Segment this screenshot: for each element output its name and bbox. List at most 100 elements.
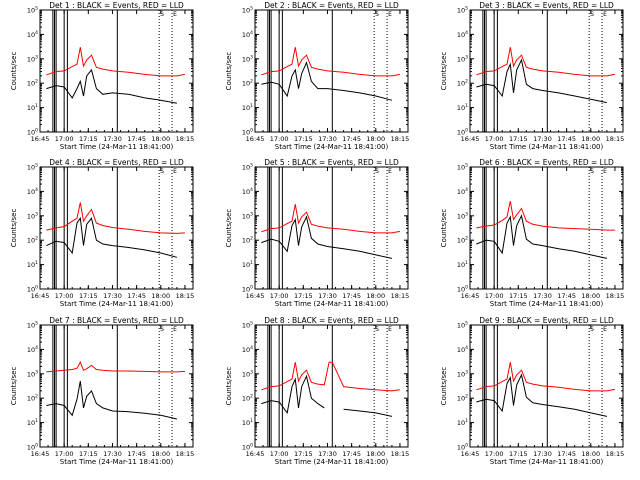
series-lld-line xyxy=(46,47,185,77)
start-label: S xyxy=(590,11,594,18)
panel-title: Det 2 : BLACK = Events, RED = LLD xyxy=(264,1,399,10)
x-tick-label: 18:00 xyxy=(581,292,600,300)
x-tick-label: 17:45 xyxy=(127,450,146,458)
x-tick-label: 17:15 xyxy=(294,450,313,458)
x-tick-label: 18:15 xyxy=(606,135,625,143)
y-tick-label: 100 xyxy=(457,128,468,137)
y-axis-label: Counts/sec xyxy=(10,209,18,248)
y-tick-label: 101 xyxy=(242,103,253,112)
series-lld-line xyxy=(261,361,400,392)
y-tick-label: 100 xyxy=(27,285,38,294)
series-events-line xyxy=(46,68,177,104)
y-tick-label: 101 xyxy=(457,260,468,269)
y-axis-label: Counts/sec xyxy=(225,367,233,406)
x-tick-label: 17:15 xyxy=(294,292,313,300)
x-tick-label: 18:15 xyxy=(606,292,625,300)
series-lld-line xyxy=(46,361,185,373)
y-tick-label: 101 xyxy=(27,103,38,112)
x-tick-label: 17:00 xyxy=(55,450,74,458)
y-tick-label: 104 xyxy=(27,30,38,39)
x-tick-label: 18:15 xyxy=(391,292,410,300)
y-axis-label: Counts/sec xyxy=(440,209,448,248)
x-tick-label: 17:00 xyxy=(270,135,289,143)
y-tick-label: 103 xyxy=(457,211,468,220)
y-tick-label: 100 xyxy=(27,443,38,452)
y-tick-label: 102 xyxy=(27,79,38,88)
y-tick-label: 101 xyxy=(242,418,253,427)
y-axis-label: Counts/sec xyxy=(225,52,233,91)
x-tick-label: 17:00 xyxy=(485,450,504,458)
y-tick-label: 105 xyxy=(242,6,253,15)
end-label: E xyxy=(388,11,392,18)
end-label: E xyxy=(603,326,607,333)
y-tick-label: 100 xyxy=(242,128,253,137)
x-axis-label: Start Time (24-Mar-11 18:41:00) xyxy=(60,143,174,151)
y-tick-label: 101 xyxy=(457,103,468,112)
y-tick-label: 100 xyxy=(457,443,468,452)
series-lld-line xyxy=(46,202,185,234)
x-tick-label: 16:45 xyxy=(31,135,50,143)
end-label: E xyxy=(603,168,607,175)
y-tick-label: 102 xyxy=(242,394,253,403)
y-tick-label: 102 xyxy=(27,394,38,403)
x-tick-label: 17:00 xyxy=(485,292,504,300)
plot-frame xyxy=(469,324,624,448)
x-axis-label: Start Time (24-Mar-11 18:41:00) xyxy=(275,143,389,151)
plot-frame xyxy=(254,324,409,448)
x-axis-label: Start Time (24-Mar-11 18:41:00) xyxy=(60,300,174,308)
plot-frame xyxy=(254,166,409,290)
plot-frame xyxy=(469,166,624,290)
series-lld-line xyxy=(476,200,615,231)
x-tick-label: 18:15 xyxy=(391,450,410,458)
x-tick-label: 17:45 xyxy=(557,450,576,458)
x-tick-label: 18:00 xyxy=(366,292,385,300)
x-tick-label: 17:15 xyxy=(79,450,98,458)
x-tick-label: 17:45 xyxy=(342,450,361,458)
x-tick-label: 18:15 xyxy=(176,292,195,300)
y-tick-label: 100 xyxy=(27,128,38,137)
x-tick-label: 17:15 xyxy=(509,135,528,143)
y-axis-label: Counts/sec xyxy=(440,367,448,406)
y-tick-label: 105 xyxy=(27,6,38,15)
y-tick-label: 104 xyxy=(457,30,468,39)
x-tick-label: 18:00 xyxy=(581,135,600,143)
y-tick-label: 102 xyxy=(27,236,38,245)
x-tick-label: 17:15 xyxy=(294,135,313,143)
y-tick-label: 100 xyxy=(242,285,253,294)
series-lld-line xyxy=(261,204,400,234)
x-tick-label: 18:15 xyxy=(176,450,195,458)
start-label: S xyxy=(375,326,379,333)
x-tick-label: 17:45 xyxy=(557,292,576,300)
start-label: S xyxy=(160,11,164,18)
x-tick-label: 17:30 xyxy=(533,135,552,143)
x-tick-label: 17:15 xyxy=(509,292,528,300)
y-tick-label: 105 xyxy=(457,163,468,172)
y-tick-label: 101 xyxy=(457,418,468,427)
start-label: S xyxy=(375,168,379,175)
end-label: E xyxy=(173,11,177,18)
y-tick-label: 100 xyxy=(457,285,468,294)
y-tick-label: 105 xyxy=(27,321,38,330)
series-lld-line xyxy=(476,47,615,77)
series-events-line xyxy=(261,215,393,259)
panel-title: Det 6 : BLACK = Events, RED = LLD xyxy=(479,158,614,167)
series-events-line xyxy=(476,214,608,259)
plot-frame xyxy=(39,324,194,448)
x-tick-label: 17:45 xyxy=(557,135,576,143)
x-tick-label: 18:00 xyxy=(151,292,170,300)
y-tick-label: 101 xyxy=(242,260,253,269)
x-tick-label: 16:45 xyxy=(461,450,480,458)
panel-title: Det 5 : BLACK = Events, RED = LLD xyxy=(264,158,399,167)
series-events-line xyxy=(261,61,393,101)
x-tick-label: 18:15 xyxy=(391,135,410,143)
start-label: S xyxy=(590,168,594,175)
x-tick-label: 17:15 xyxy=(509,450,528,458)
start-label: S xyxy=(375,11,379,18)
y-tick-label: 104 xyxy=(242,187,253,196)
y-tick-label: 103 xyxy=(457,54,468,63)
x-tick-label: 17:30 xyxy=(103,450,122,458)
